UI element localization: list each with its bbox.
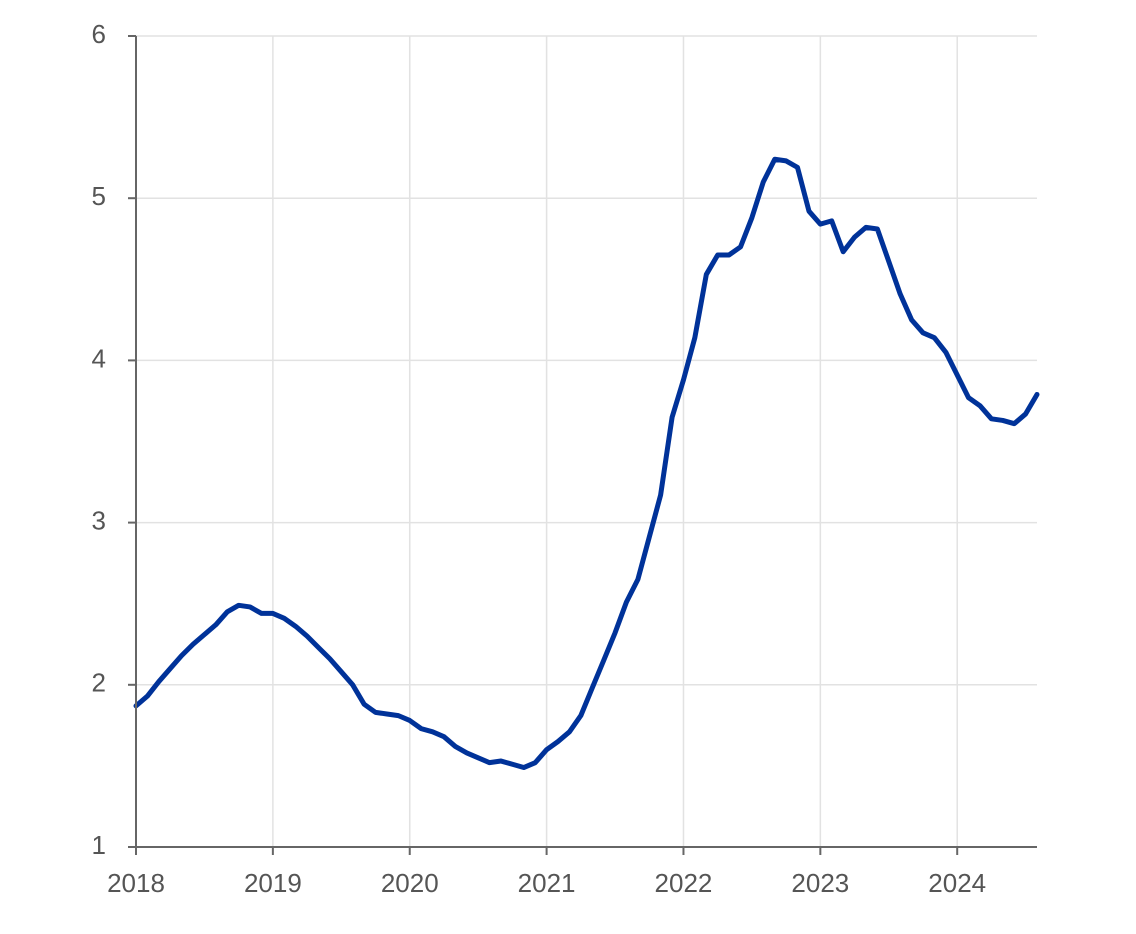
y-tick-label: 1: [92, 830, 106, 860]
marks: [133, 156, 1040, 771]
x-tick-label: 2021: [518, 868, 576, 898]
x-tick-label: 2018: [107, 868, 165, 898]
x-tick-label: 2023: [791, 868, 849, 898]
line: [133, 156, 1040, 771]
y-tick-label: 6: [92, 19, 106, 49]
grid: [135, 35, 1037, 848]
x-tick-label: 2020: [381, 868, 439, 898]
x-tick-label: 2022: [655, 868, 713, 898]
x-tick-label: 2024: [928, 868, 986, 898]
y-tick-label: 3: [92, 505, 106, 535]
x-tick-label: 2019: [244, 868, 302, 898]
y-tick-label: 4: [92, 343, 106, 373]
y-tick-label: 2: [92, 668, 106, 698]
y-tick-label: 5: [92, 181, 106, 211]
